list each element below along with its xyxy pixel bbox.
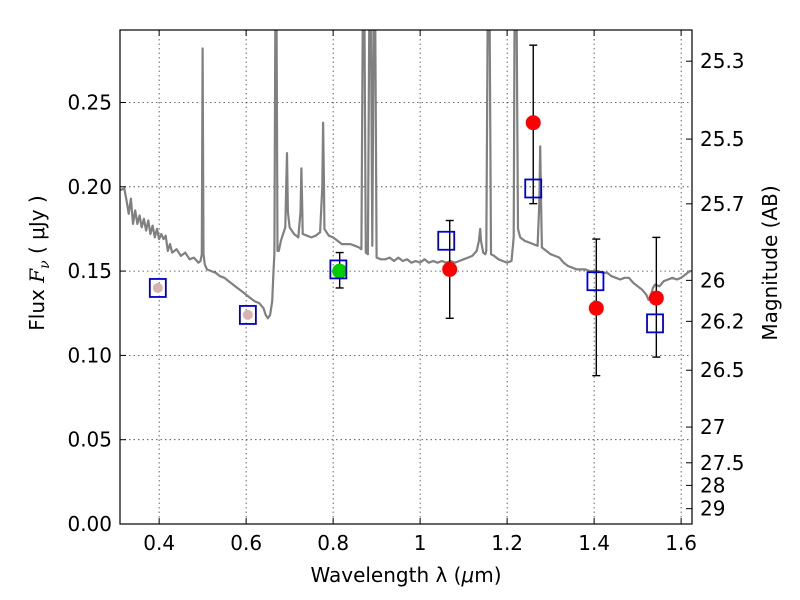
y-tick-label: 0.00 xyxy=(67,512,112,536)
x-tick-label: 1 xyxy=(414,531,427,555)
x-tick-label: 0.6 xyxy=(230,531,262,555)
data-point xyxy=(648,290,664,306)
model-square xyxy=(437,230,456,251)
y2-tick-label: 26.2 xyxy=(700,309,745,333)
model-square xyxy=(524,178,543,199)
model-square xyxy=(148,278,167,298)
data-point xyxy=(332,263,348,279)
error-bars xyxy=(335,44,661,377)
model-square xyxy=(646,313,664,334)
y2-tick-label: 25.3 xyxy=(700,49,745,73)
model-square xyxy=(586,271,605,292)
y2-tick-label: 27.5 xyxy=(700,451,745,475)
y2-tick-label: 28 xyxy=(700,473,725,497)
data-point xyxy=(588,300,604,316)
data-point xyxy=(152,282,163,293)
y2-tick-label: 29 xyxy=(700,497,725,521)
x-tick-label: 1.2 xyxy=(491,531,523,555)
y2-tick-label: 26.5 xyxy=(700,358,745,382)
y-tick-label: 0.10 xyxy=(67,343,112,367)
x-axis-label: Wavelength λ (μm) xyxy=(310,563,501,587)
data-point xyxy=(525,115,541,131)
y-tick-label: 0.20 xyxy=(67,175,112,199)
data-point xyxy=(442,261,458,277)
y2-tick-label: 27 xyxy=(700,415,725,439)
plot-frame xyxy=(119,29,693,525)
y-tick-label: 0.25 xyxy=(67,90,112,114)
x-tick-label: 1.6 xyxy=(665,531,697,555)
y-axis-label: Flux Fν ( μJy ) xyxy=(25,195,53,330)
model-square xyxy=(329,259,348,280)
observed-points xyxy=(152,115,664,320)
model-photometry-squares xyxy=(148,178,664,334)
data-point xyxy=(242,309,253,320)
y-tick-label: 0.05 xyxy=(67,428,112,452)
x-tick-label: 1.4 xyxy=(578,531,610,555)
grid xyxy=(120,30,692,524)
y2-axis-label: Magnitude (AB) xyxy=(758,185,782,340)
y-tick-label: 0.15 xyxy=(67,259,112,283)
y2-tick-label: 25.7 xyxy=(700,192,745,216)
x-tick-label: 0.8 xyxy=(317,531,349,555)
model-sed-path xyxy=(120,30,692,320)
x-tick-label: 0.4 xyxy=(143,531,175,555)
model-sed-line xyxy=(120,30,692,320)
y2-tick-label: 25.5 xyxy=(700,127,745,151)
model-square xyxy=(238,305,257,325)
axis-ticks: 0.4 0.6 0.8 1 1.2 1.4 1.6 0.00 0.05 0.10 0.15 0.20 0… xyxy=(67,30,745,555)
y2-tick-label: 26 xyxy=(700,268,725,292)
